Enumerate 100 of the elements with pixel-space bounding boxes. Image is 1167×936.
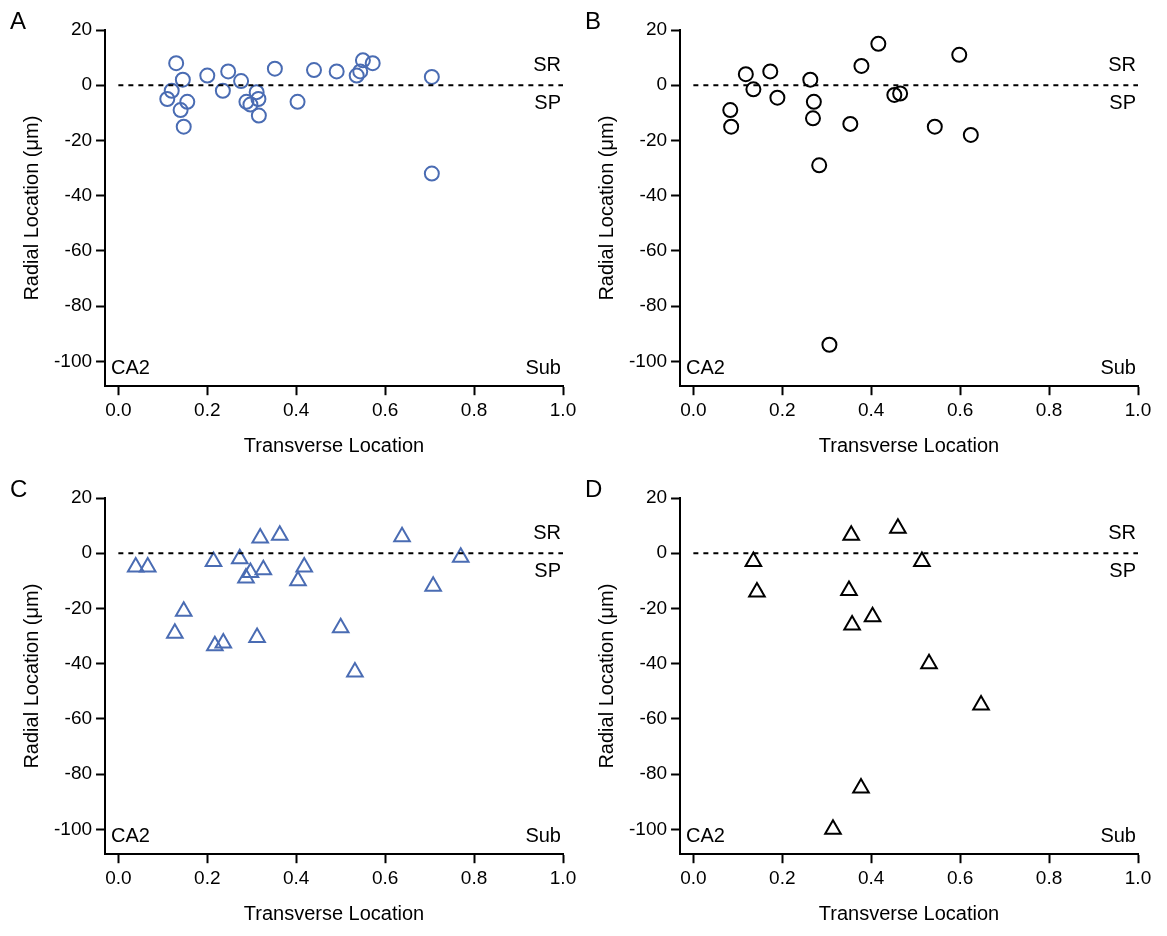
point [248, 84, 265, 101]
y-tick-label: 0 [656, 73, 668, 95]
annotation: SP [534, 90, 561, 113]
y-axis-title: Radial Location (μm) [594, 115, 617, 301]
point [920, 653, 938, 670]
annotation: CA2 [686, 823, 725, 846]
point [179, 93, 196, 110]
point [842, 525, 861, 541]
y-tick-label: -40 [64, 651, 93, 673]
point [214, 632, 233, 649]
point [168, 55, 185, 72]
point [424, 576, 442, 592]
point [248, 627, 266, 643]
point [892, 85, 909, 102]
point [346, 661, 364, 678]
point [723, 118, 740, 135]
x-tick-label: 0.4 [283, 398, 310, 420]
x-tick-label: 0.2 [769, 398, 796, 420]
y-tick-label: -100 [629, 349, 668, 371]
point [251, 528, 269, 544]
point [354, 52, 371, 69]
x-axis-title: Transverse Location [243, 433, 425, 456]
point [972, 695, 990, 711]
point [250, 91, 267, 108]
x-tick-label: 0.0 [105, 866, 132, 888]
y-tick-label: -40 [639, 651, 668, 673]
point [233, 73, 250, 90]
annotation: SP [534, 558, 561, 581]
point [852, 777, 870, 794]
point [199, 67, 216, 84]
point [172, 102, 189, 119]
annotation: SP [1109, 90, 1136, 113]
y-tick-label: -100 [629, 817, 668, 839]
x-tick-label: 0.6 [946, 866, 974, 888]
annotation: SR [1108, 520, 1136, 543]
y-tick-label: -40 [64, 183, 93, 205]
point [745, 81, 762, 98]
annotation: Sub [525, 355, 561, 378]
y-tick-label: -60 [639, 239, 668, 261]
point [289, 93, 306, 110]
x-tick-label: 0.2 [194, 398, 221, 420]
x-tick-label: 0.4 [858, 866, 885, 888]
x-tick-label: 0.2 [194, 866, 221, 888]
point [364, 55, 381, 72]
point [451, 547, 470, 563]
y-tick-label: -80 [639, 294, 668, 316]
point [348, 67, 365, 84]
y-tick-label: -60 [64, 239, 93, 261]
point [254, 559, 273, 576]
annotation: SP [1109, 558, 1136, 581]
y-tick-label: -80 [64, 762, 93, 784]
chart-title: C [10, 474, 28, 502]
annotation: Sub [1100, 823, 1136, 846]
y-axis-title: Radial Location (μm) [19, 115, 42, 301]
y-tick-label: -100 [54, 817, 93, 839]
point [238, 93, 255, 110]
point [824, 819, 842, 835]
annotation: SR [1108, 52, 1136, 75]
point [886, 86, 903, 103]
point [853, 57, 870, 74]
point [863, 606, 882, 623]
x-tick-label: 1.0 [1124, 398, 1152, 420]
y-tick-label: -80 [639, 762, 668, 784]
x-tick-label: 0.8 [460, 866, 488, 888]
x-tick-label: 0.6 [371, 398, 399, 420]
annotation: CA2 [111, 355, 150, 378]
chart-title: D [585, 474, 603, 502]
point [842, 115, 859, 132]
x-tick-label: 0.0 [680, 866, 707, 888]
point [870, 35, 887, 52]
point [174, 601, 193, 617]
x-tick-label: 0.0 [105, 398, 132, 420]
x-tick-label: 0.4 [283, 866, 310, 888]
x-tick-label: 0.8 [460, 398, 488, 420]
y-tick-label: -60 [639, 707, 668, 729]
y-tick-label: -20 [64, 128, 93, 150]
annotation: SR [533, 520, 561, 543]
y-tick-label: 0 [81, 541, 93, 563]
point [840, 580, 858, 596]
point [951, 46, 968, 63]
point [166, 623, 184, 639]
x-axis-title: Transverse Location [818, 433, 1000, 456]
point [762, 63, 779, 80]
x-tick-label: 0.6 [371, 866, 399, 888]
y-tick-label: -20 [639, 596, 668, 618]
point [805, 93, 822, 110]
x-axis-title: Transverse Location [818, 901, 1000, 924]
point [214, 82, 231, 99]
point [811, 157, 828, 174]
y-tick-label: -60 [64, 707, 93, 729]
point [393, 526, 411, 543]
chart-title: A [10, 6, 27, 34]
point [843, 615, 861, 631]
y-tick-label: 20 [70, 486, 93, 508]
point [722, 102, 739, 119]
point [220, 63, 237, 80]
chart-title: B [585, 6, 602, 34]
point [331, 617, 350, 634]
x-tick-label: 0.2 [769, 866, 796, 888]
point [306, 62, 323, 79]
